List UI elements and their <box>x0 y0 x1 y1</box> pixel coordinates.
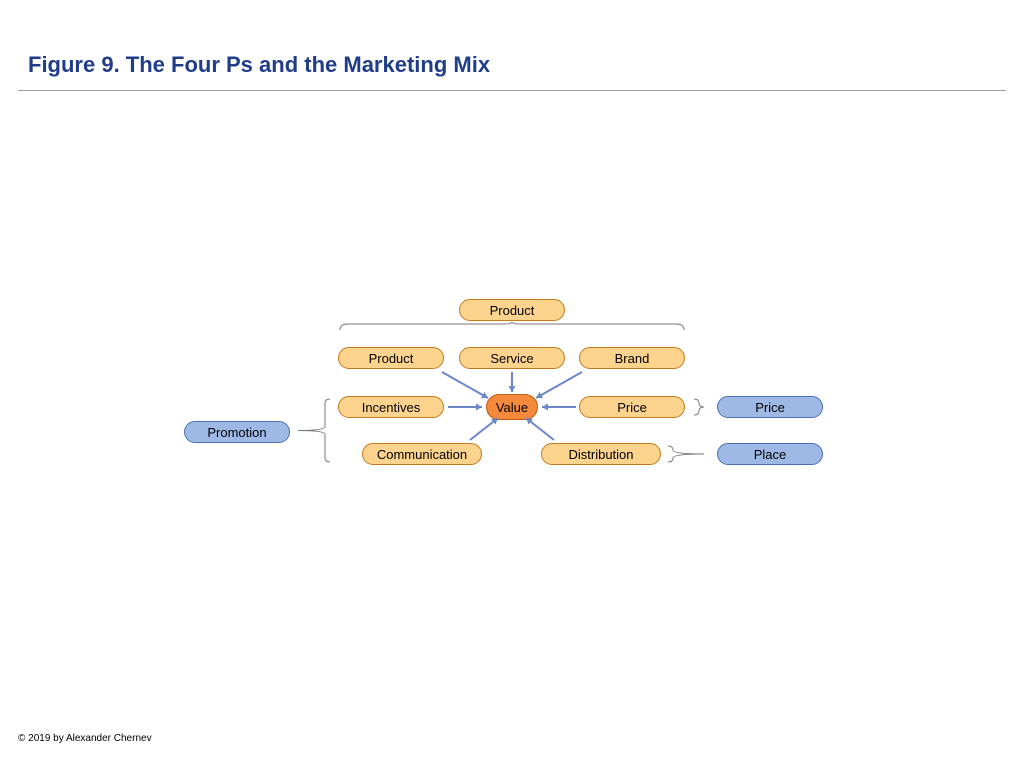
node-communication: Communication <box>362 443 482 465</box>
arrow-brand-to-value <box>530 366 588 404</box>
node-price_o: Price <box>579 396 685 418</box>
node-brand: Brand <box>579 347 685 369</box>
arrow-product_left-to-value <box>436 366 494 404</box>
node-distribution: Distribution <box>541 443 661 465</box>
node-incentives: Incentives <box>338 396 444 418</box>
arrow-service-to-value <box>506 366 518 398</box>
brace-brace_top <box>336 316 688 341</box>
brace-brace_price <box>690 395 708 424</box>
arrow-communication-to-value <box>464 412 504 446</box>
diagram-canvas: ProductProductServiceBrandIncentivesValu… <box>0 0 1024 768</box>
node-place: Place <box>717 443 823 465</box>
copyright-text: © 2019 by Alexander Chernev <box>18 733 152 744</box>
node-price_b: Price <box>717 396 823 418</box>
brace-brace_promotion <box>294 395 334 471</box>
arrow-distribution-to-value <box>520 412 560 446</box>
node-product_left: Product <box>338 347 444 369</box>
brace-brace_place <box>664 442 708 471</box>
node-promotion: Promotion <box>184 421 290 443</box>
